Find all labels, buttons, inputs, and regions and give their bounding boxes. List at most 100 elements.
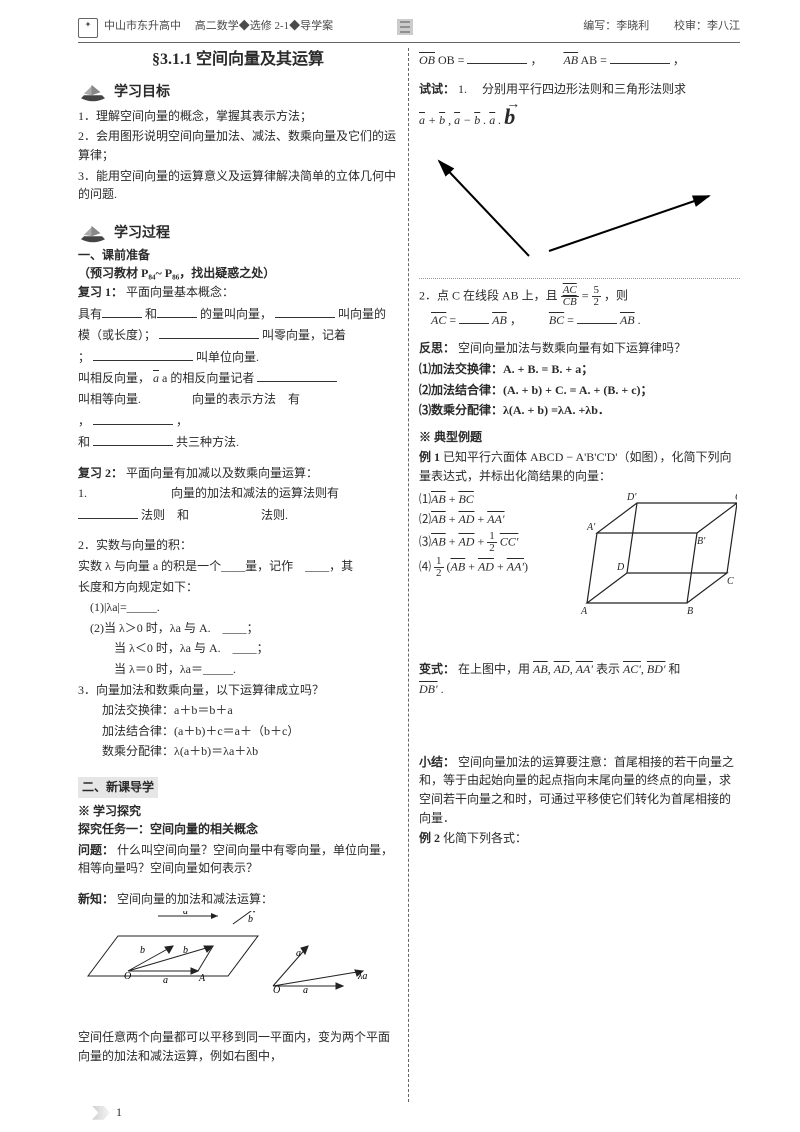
t: 叫向量的 [338, 307, 386, 321]
r1-l4: 叫相反向量， a a 的相反向量记者 [78, 368, 398, 388]
vec-ob: OB [419, 53, 435, 67]
section-title: §3.1.1 空间向量及其运算 [78, 48, 398, 73]
ex2-label: 例 2 [419, 831, 440, 845]
reflect-text: 空间向量加法与数乘向量有如下运算律吗？ [458, 341, 686, 355]
blank [78, 505, 138, 519]
goal-1: 1．理解空间向量的概念，掌握其表示方法； [78, 107, 398, 126]
r1-l3: ； 叫单位向量. [78, 347, 398, 367]
svg-text:O: O [273, 985, 280, 996]
review2-title: 复习 2： [78, 466, 123, 480]
pre-sub: （预习教材 P₈₄~ P₈₆，找出疑惑之处） [78, 264, 398, 283]
page-header: ✦ 中山市东升高中 高二数学◆选修 2-1◆导学案 编写：李晓利 校审：李八江 [78, 18, 740, 43]
r2-2f: 当 λ＝0 时，λa＝_____. [78, 660, 398, 679]
goals-heading-text: 学习目标 [114, 82, 170, 104]
r2-2c: (1)|λa|=_____. [78, 598, 398, 617]
explore-head: ※ 学习探究 [78, 802, 398, 821]
r2-2: 2．实数与向量的积： [78, 536, 398, 555]
try-label: 试试： [419, 82, 455, 96]
t: 2 [592, 297, 602, 308]
ex2-text: 化简下列各式： [443, 831, 527, 845]
blank [157, 304, 197, 318]
t: ， [78, 414, 90, 428]
ex1-text: 已知平行六面体 ABCD − A'B'C'D'（如图），化简下列向量表达式，并标… [419, 450, 731, 483]
svg-text:D: D [616, 562, 625, 573]
note1: 空间任意两个向量都可以平移到同一平面内，变为两个平面向量的加法和减法运算，例如右… [78, 1028, 398, 1065]
parallelepiped-diagram: A B C D A' B' C' D' [567, 488, 737, 618]
r2-3a: 加法交换律：a＋b＝b＋a [78, 701, 398, 720]
blank [159, 325, 259, 339]
r1-l2: 模（或长度）； 叫零向量，记着 [78, 325, 398, 345]
summary-label: 小结： [419, 755, 455, 769]
svg-text:a: a [296, 948, 301, 959]
svg-text:A': A' [586, 522, 596, 533]
try-line: 试试： 1. 分别用平行四边形法则和三角形法则求 [419, 80, 740, 99]
svg-text:B: B [687, 606, 693, 617]
variant: 变式： 在上图中，用 AB, AD, AA' 表示 AC', BD' 和 [419, 660, 740, 679]
t: ，则 [604, 288, 628, 302]
summary-text: 空间向量加法的运算要注意：首尾相接的若干向量之和，等于由起始向量的起点指向末尾向… [419, 755, 734, 825]
left-column: §3.1.1 空间向量及其运算 学习目标 1．理解空间向量的概念，掌握其表示方法… [78, 48, 409, 1102]
blank [467, 50, 527, 64]
process-heading-text: 学习过程 [114, 223, 170, 245]
t: ， [530, 53, 536, 67]
center-glyph [396, 18, 414, 36]
q2: 2．点 C 在线段 AB 上，且 AC CB = 5 2 ，则 [419, 285, 740, 308]
r-l1: OB OB = ， AB AB = ， [419, 50, 740, 70]
task1-title: 探究任务一：空间向量的相关概念 [78, 820, 398, 839]
t: 2．点 C 在线段 AB 上，且 [419, 288, 558, 302]
svg-text:a: a [163, 975, 168, 986]
t: ， [176, 414, 188, 428]
try-num: 1. [458, 82, 467, 96]
course-name: 高二数学◆选修 2-1◆导学案 [195, 20, 333, 32]
frac-52: 5 2 [592, 285, 602, 308]
blank [93, 347, 193, 361]
frac-acb: AC CB [561, 285, 579, 308]
svg-text:D': D' [626, 492, 637, 503]
arrows-diagram [419, 136, 729, 266]
page-number-value: 1 [116, 1103, 122, 1122]
header-center-icon [396, 18, 414, 42]
review1-lead: 平面向量基本概念： [126, 285, 234, 299]
header-left: 中山市东升高中 高二数学◆选修 2-1◆导学案 [104, 18, 583, 38]
new-label: 新知： [78, 892, 114, 906]
svg-text:A: A [198, 973, 206, 984]
r1-l6: ， ， [78, 411, 398, 431]
r2-2e: 当 λ＜0 时，λa 与 A. ____； [78, 639, 398, 658]
t: ； [78, 350, 90, 364]
vector-diagram-left: a b b O A a b a O [78, 911, 378, 1021]
q2b-line: AC = AB ， BC = AB . [419, 310, 740, 330]
blank [102, 304, 142, 318]
svg-text:λa: λa [357, 971, 367, 982]
summary: 小结： 空间向量加法的运算要注意：首尾相接的若干向量之和，等于由起始向量的起点指… [419, 753, 740, 827]
law3: ⑶数乘分配律：λ(A. + b) =λA. +λb． [419, 401, 740, 420]
goal-3: 3．能用空间向量的运算意义及运算律解决简单的立体几何中的问题. [78, 167, 398, 204]
blank [93, 411, 173, 425]
reviewer: 校审：李八江 [674, 20, 740, 32]
ex1-items: ⑴AB + BC ⑵AB + AD + AA' ⑶AB + AD + 12 CC… [419, 488, 559, 581]
author: 编写：李晓利 [583, 20, 649, 32]
r2-3: 3．向量加法和数乘向量，以下运算律成立吗？ [78, 681, 398, 700]
dotted-divider [419, 278, 740, 279]
try-expr: a + b , a − b . a . b [419, 100, 740, 134]
variant-2: DB' . [419, 680, 740, 699]
ex1-1: ⑴AB + BC [419, 490, 559, 509]
process-heading: 学习过程 [78, 222, 398, 246]
svg-text:a: a [183, 911, 188, 917]
ex1: 例 1 已知平行六面体 ABCD − A'B'C'D'（如图），化简下列向量表达… [419, 448, 740, 485]
boat-icon-2 [78, 222, 108, 246]
right-column: OB OB = ， AB AB = ， 试试： 1. 分别用平行四边形法则和三角… [409, 48, 740, 1102]
t: = [582, 288, 589, 302]
page-number: 1 [92, 1103, 122, 1122]
boat-icon [78, 81, 108, 105]
svg-text:A: A [580, 606, 588, 617]
t: 叫相等向量. [78, 392, 141, 406]
t: 向量的表示方法 有 [192, 392, 300, 406]
t: 具有 [78, 307, 102, 321]
goal-2: 2．会用图形说明空间向量加法、减法、数乘向量及它们的运算律； [78, 127, 398, 164]
blank [275, 304, 335, 318]
r2-2b: 长度和方向规定如下： [78, 578, 398, 597]
page-body: §3.1.1 空间向量及其运算 学习目标 1．理解空间向量的概念，掌握其表示方法… [78, 48, 740, 1102]
r2-3c: 数乘分配律：λ(a＋b)＝λa＋λb [78, 742, 398, 761]
sec2-title: 二、新课导学 [78, 777, 158, 798]
svg-text:B': B' [697, 536, 706, 547]
